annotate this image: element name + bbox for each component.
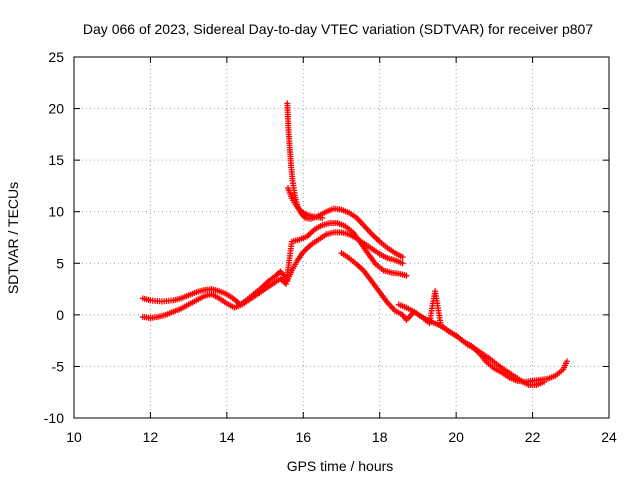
y-tick-labels: -10 -5 0 5 10 15 20 25 (44, 49, 64, 426)
x-tick-label: 20 (448, 429, 464, 445)
x-tick-label: 24 (601, 429, 617, 445)
x-tick-label: 18 (372, 429, 388, 445)
y-tick-label: -5 (52, 358, 65, 374)
data-point (399, 254, 406, 261)
series-track-D (285, 184, 326, 221)
series-track-A (139, 229, 406, 308)
series-track-E (338, 249, 570, 385)
series-track-F (395, 301, 548, 388)
grid-lines (74, 57, 609, 418)
data-point (541, 378, 548, 385)
x-tick-label: 12 (143, 429, 159, 445)
data-point (319, 214, 326, 221)
x-axis-label: GPS time / hours (287, 458, 394, 474)
y-tick-label: -10 (44, 410, 64, 426)
chart-title: Day 066 of 2023, Sidereal Day-to-day VTE… (83, 21, 593, 37)
plot-frame (73, 56, 610, 419)
data-point (403, 272, 410, 279)
x-tick-label: 10 (66, 429, 82, 445)
x-tick-label: 14 (219, 429, 235, 445)
data-point (563, 358, 570, 365)
series-track-B (139, 220, 410, 321)
axis-ticks (73, 56, 610, 419)
y-tick-label: 15 (48, 152, 64, 168)
y-tick-label: 20 (48, 101, 64, 117)
x-tick-label: 16 (295, 429, 311, 445)
data-point (399, 260, 406, 267)
y-tick-label: 10 (48, 204, 64, 220)
y-tick-label: 0 (56, 307, 64, 323)
y-tick-label: 25 (48, 49, 64, 65)
y-axis-label: SDTVAR / TECUs (5, 182, 21, 294)
x-tick-labels: 10 12 14 16 18 20 22 24 (66, 429, 617, 445)
y-tick-label: 5 (56, 255, 64, 271)
x-tick-label: 22 (525, 429, 541, 445)
data-points (139, 100, 570, 388)
